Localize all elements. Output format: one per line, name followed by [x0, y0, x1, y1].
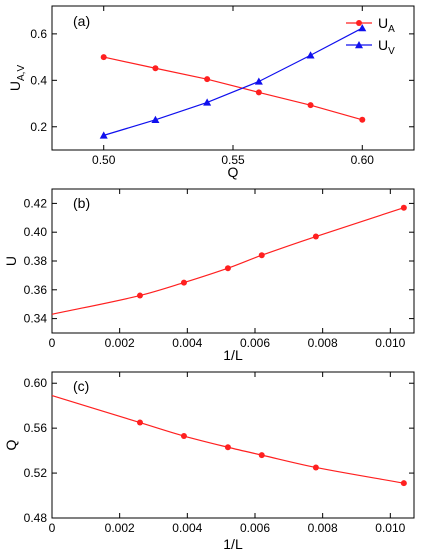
data-point	[254, 77, 263, 85]
x-tick-label: 0	[49, 521, 56, 535]
data-point	[152, 65, 159, 72]
legend-label: UV	[378, 37, 395, 57]
x-axis-label: Q	[228, 164, 239, 180]
legend-marker	[356, 20, 362, 26]
legend-label-sub: A	[388, 24, 395, 35]
panel-3: 0 0.002 0.004 0.006 0.008 0.010 0.48 0.52 0.56 0.…	[3, 371, 415, 552]
x-tick-label: 0.55	[221, 153, 245, 167]
y-tick-label: 0.4	[30, 73, 47, 87]
y-tick-label: 0.38	[24, 254, 48, 268]
y-tick-label: 0.36	[24, 283, 48, 297]
data-point	[312, 464, 319, 471]
legend-marker	[355, 41, 363, 49]
x-tick-label: 0.002	[105, 336, 135, 350]
data-point	[100, 54, 107, 61]
y-tick-label: 0.34	[24, 312, 48, 326]
plot-frame	[51, 188, 415, 334]
data-point	[136, 419, 143, 426]
x-tick-label: 0.002	[105, 521, 135, 535]
x-tick-label: 0.006	[240, 521, 270, 535]
y-axis-label-sub: A,V	[16, 65, 27, 81]
y-tick-label: 0.52	[24, 466, 48, 480]
data-point	[204, 76, 211, 83]
x-tick-label: 0.006	[240, 336, 270, 350]
x-tick-label: 0.004	[172, 521, 202, 535]
x-tick-label: 0.50	[92, 153, 116, 167]
data-point	[180, 279, 187, 286]
fit-curve	[51, 207, 405, 315]
x-tick-label: 0.008	[308, 521, 338, 535]
y-axis-label: Q	[3, 439, 19, 450]
data-point	[306, 51, 315, 59]
x-axis-label: 1/L	[223, 347, 243, 363]
data-point	[99, 131, 108, 139]
y-axis-label: U	[3, 256, 19, 266]
y-axis-label-main: U	[7, 81, 23, 91]
y-tick-label: 0.60	[24, 376, 48, 390]
plot-frame	[51, 371, 415, 519]
series-line-2	[103, 27, 363, 136]
legend-label-sub: V	[388, 46, 395, 57]
data-point	[258, 452, 265, 459]
data-point	[312, 233, 319, 240]
y-tick-label: 0.2	[30, 120, 47, 134]
data-point	[255, 89, 262, 96]
y-tick-label: 0.56	[24, 421, 48, 435]
data-point	[307, 102, 314, 109]
x-axis-label: 1/L	[223, 536, 243, 552]
panel-label: (a)	[73, 13, 90, 29]
legend-label: UA	[378, 15, 395, 35]
y-tick-label: 0.40	[24, 225, 48, 239]
x-tick-label: 0.60	[351, 153, 375, 167]
legend-label-main: U	[378, 37, 388, 53]
data-point	[203, 98, 212, 106]
fit-curve	[51, 395, 404, 484]
data-point	[359, 116, 366, 123]
panel-2: 0 0.002 0.004 0.006 0.008 0.010 0.34 0.36 0.38 0.…	[3, 188, 415, 363]
x-tick-label: 0.010	[375, 521, 405, 535]
data-point	[151, 115, 160, 124]
data-point	[358, 24, 367, 32]
data-point	[400, 204, 407, 211]
data-point	[224, 265, 231, 272]
legend-label-main: U	[378, 15, 388, 31]
y-tick-label: 0.42	[24, 196, 48, 210]
x-tick-label: 0.004	[172, 336, 202, 350]
panel-label: (c)	[73, 378, 89, 394]
plot-frame	[51, 5, 415, 151]
series-line-1	[103, 56, 363, 121]
panel-label: (b)	[73, 195, 90, 211]
x-tick-label: 0	[49, 336, 56, 350]
y-axis-label: UA,V	[7, 65, 27, 92]
x-tick-label: 0.010	[375, 336, 405, 350]
data-point	[180, 433, 187, 440]
data-point	[136, 292, 143, 299]
y-tick-label: 0.6	[30, 27, 47, 41]
y-tick-label: 0.48	[24, 511, 48, 525]
x-tick-label: 0.008	[308, 336, 338, 350]
data-point	[224, 444, 231, 451]
data-point	[400, 480, 407, 487]
data-point	[258, 252, 265, 259]
